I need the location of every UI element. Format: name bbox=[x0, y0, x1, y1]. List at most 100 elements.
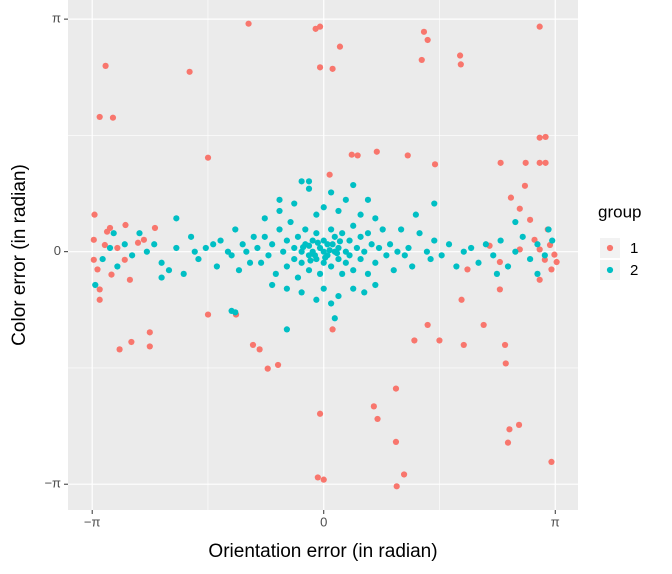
point bbox=[350, 181, 357, 189]
point bbox=[424, 321, 431, 329]
x-axis-title: Orientation error (in radian) bbox=[208, 541, 437, 562]
point bbox=[496, 258, 503, 266]
point bbox=[320, 285, 327, 292]
point bbox=[283, 263, 290, 270]
point bbox=[92, 281, 99, 289]
point bbox=[324, 241, 331, 248]
point bbox=[541, 256, 548, 263]
point bbox=[536, 246, 543, 253]
point bbox=[298, 178, 305, 185]
point bbox=[269, 281, 276, 289]
point bbox=[90, 256, 97, 263]
point bbox=[245, 20, 252, 27]
point bbox=[548, 266, 555, 273]
point bbox=[335, 255, 342, 263]
points bbox=[90, 20, 560, 490]
point bbox=[96, 296, 103, 303]
point bbox=[457, 61, 464, 68]
point bbox=[468, 244, 475, 252]
point bbox=[305, 178, 313, 185]
point bbox=[336, 238, 344, 245]
point bbox=[364, 196, 372, 203]
point bbox=[506, 426, 513, 433]
point bbox=[404, 152, 411, 159]
point bbox=[217, 237, 224, 244]
point bbox=[146, 343, 153, 350]
point bbox=[210, 241, 217, 248]
point bbox=[418, 56, 425, 64]
point bbox=[195, 255, 202, 263]
point bbox=[239, 241, 246, 248]
point bbox=[390, 267, 397, 274]
point bbox=[257, 259, 265, 266]
point bbox=[339, 230, 346, 237]
point bbox=[545, 226, 552, 233]
point bbox=[423, 248, 431, 255]
point bbox=[548, 458, 555, 465]
point bbox=[350, 285, 357, 292]
y-tick-label: π bbox=[52, 11, 61, 26]
point bbox=[393, 483, 400, 490]
point bbox=[122, 221, 129, 229]
point bbox=[357, 255, 364, 263]
point bbox=[274, 361, 282, 369]
point bbox=[350, 222, 357, 229]
point bbox=[272, 270, 279, 277]
point bbox=[412, 211, 419, 218]
point bbox=[291, 244, 298, 252]
legend: group 1 2 bbox=[598, 202, 641, 280]
point bbox=[302, 226, 309, 233]
point bbox=[116, 346, 123, 353]
point bbox=[502, 360, 509, 367]
point bbox=[536, 276, 543, 283]
point bbox=[460, 248, 467, 255]
point bbox=[328, 189, 335, 196]
point bbox=[431, 161, 439, 168]
point bbox=[490, 252, 497, 259]
point bbox=[400, 471, 408, 478]
point bbox=[232, 226, 239, 233]
point bbox=[329, 326, 336, 333]
point bbox=[328, 300, 335, 307]
point bbox=[191, 248, 198, 255]
point bbox=[102, 62, 109, 69]
point bbox=[283, 237, 290, 244]
point bbox=[126, 276, 134, 283]
point bbox=[431, 200, 438, 207]
point bbox=[114, 244, 121, 252]
point bbox=[335, 292, 342, 300]
point bbox=[427, 255, 434, 263]
point bbox=[551, 251, 558, 258]
point bbox=[283, 326, 290, 333]
point bbox=[507, 194, 515, 201]
x-tick-label: π bbox=[551, 514, 560, 529]
point bbox=[121, 241, 128, 248]
point bbox=[186, 68, 193, 75]
point bbox=[416, 230, 423, 237]
point bbox=[536, 23, 543, 30]
point bbox=[339, 270, 346, 277]
point bbox=[445, 241, 453, 248]
point bbox=[316, 64, 324, 71]
point bbox=[497, 159, 504, 166]
point bbox=[187, 233, 195, 240]
point bbox=[401, 252, 408, 259]
point bbox=[374, 415, 381, 423]
point bbox=[364, 230, 372, 237]
point bbox=[493, 270, 501, 277]
point bbox=[542, 159, 549, 166]
point bbox=[512, 218, 519, 226]
point bbox=[300, 244, 307, 251]
point bbox=[361, 289, 368, 296]
point bbox=[261, 233, 268, 240]
x-tick-label: −π bbox=[84, 514, 101, 529]
point bbox=[129, 252, 136, 259]
point bbox=[146, 329, 153, 336]
point bbox=[431, 237, 438, 244]
point bbox=[372, 259, 379, 266]
y-tick-label: 0 bbox=[54, 243, 61, 258]
point bbox=[386, 241, 394, 248]
point bbox=[314, 474, 321, 481]
point bbox=[335, 244, 342, 252]
point bbox=[501, 341, 509, 349]
